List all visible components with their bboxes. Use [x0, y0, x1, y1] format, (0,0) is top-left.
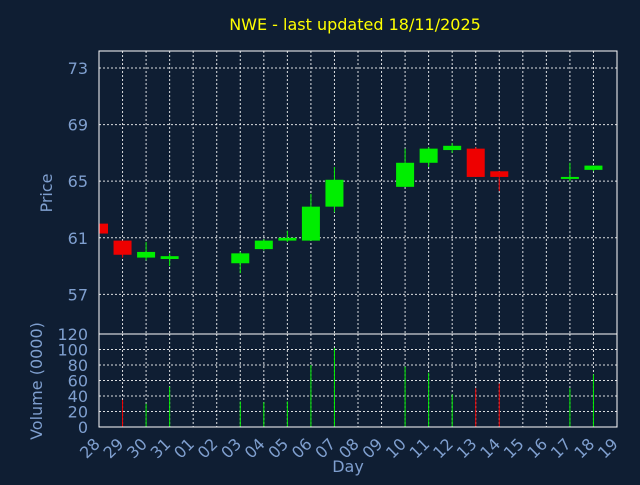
candle-body: [137, 251, 156, 258]
candle-body: [113, 240, 132, 255]
volume-tick-label: 120: [57, 325, 88, 344]
price-tick-label: 73: [68, 59, 88, 78]
price-tick-label: 57: [68, 285, 88, 304]
x-tick-label: 19: [594, 434, 622, 462]
candle-body: [278, 237, 297, 241]
candle-body: [443, 145, 462, 151]
candle-body: [254, 240, 273, 250]
candle-body: [560, 176, 579, 179]
volume-tick-label: 20: [68, 403, 88, 422]
x-axis-label: Day: [332, 457, 364, 476]
volume-tick-label: 60: [68, 372, 88, 391]
volume-tick-label: 80: [68, 356, 88, 375]
price-tick-label: 69: [68, 116, 88, 135]
candle-body: [231, 253, 250, 264]
frame-layer: [98, 50, 618, 428]
volume-tick-label: 100: [57, 341, 88, 360]
candle-layer: [98, 142, 603, 274]
grid-layer: [99, 51, 617, 427]
candle-body: [419, 148, 438, 163]
candle-body: [301, 206, 320, 241]
volume-panel-frame: [98, 333, 618, 428]
price-tick-label: 61: [68, 229, 88, 248]
volume-tick-label: 0: [78, 418, 88, 437]
candle-body: [325, 179, 344, 207]
price-axis-label: Price: [37, 173, 56, 212]
candle-body: [396, 162, 415, 187]
volume-layer: [122, 347, 594, 427]
candle-body: [466, 148, 485, 177]
volume-axis-label: Volume (0000): [27, 322, 46, 440]
volume-tick-label: 40: [68, 387, 88, 406]
candle-body: [99, 223, 108, 234]
tick-layer: 5761656973020406080100120282930310102030…: [57, 59, 621, 462]
candle-body: [490, 171, 509, 177]
price-tick-label: 65: [68, 172, 88, 191]
candle-body: [584, 165, 603, 170]
candle-body: [160, 256, 179, 260]
chart-title: NWE - last updated 18/11/2025: [229, 15, 481, 34]
